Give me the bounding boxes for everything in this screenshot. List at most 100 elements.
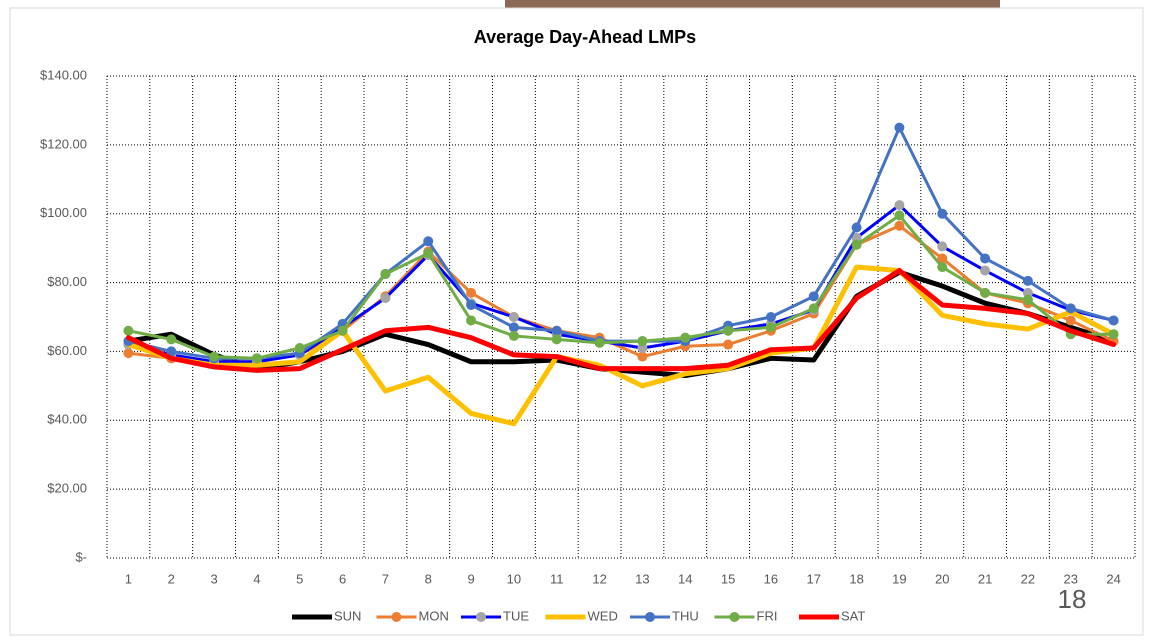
series-marker <box>337 325 348 336</box>
legend-label: WED <box>588 608 618 623</box>
series-marker <box>894 210 905 221</box>
series-marker <box>637 342 648 353</box>
series-marker <box>466 299 477 310</box>
x-tick-label: 4 <box>253 571 260 586</box>
legend-marker <box>729 612 740 622</box>
legend-marker <box>476 612 486 622</box>
x-tick-label: 20 <box>935 571 949 586</box>
series-marker <box>980 253 991 264</box>
legend-label: MON <box>419 608 449 623</box>
series-marker <box>680 332 691 343</box>
x-tick-label: 15 <box>721 571 735 586</box>
y-tick-label: $100.00 <box>40 205 87 220</box>
legend-label: FRI <box>757 608 778 623</box>
photo-strip <box>505 0 1000 9</box>
x-tick-label: 11 <box>550 571 564 586</box>
y-tick-label: $120.00 <box>40 136 87 151</box>
series-marker <box>423 248 434 259</box>
series-marker <box>1022 287 1033 298</box>
series-marker <box>123 348 134 359</box>
series-marker <box>937 241 948 252</box>
series-marker <box>980 265 991 276</box>
y-tick-label: $20.00 <box>47 481 87 496</box>
x-tick-label: 3 <box>210 571 217 586</box>
x-tick-label: 14 <box>678 571 692 586</box>
chart-frame <box>9 7 1144 636</box>
y-tick-label: $- <box>75 549 87 564</box>
series-marker <box>166 346 177 357</box>
series-marker <box>851 232 862 243</box>
x-tick-label: 9 <box>467 571 474 586</box>
x-tick-label: 2 <box>168 571 175 586</box>
series-marker <box>166 334 177 345</box>
series-marker <box>1108 315 1119 326</box>
series-marker <box>1022 294 1033 305</box>
series-marker <box>808 303 819 314</box>
series-marker <box>209 351 220 362</box>
chart-title: Average Day-Ahead LMPs <box>474 27 696 47</box>
series-line <box>125 268 1117 373</box>
y-tick-label: $40.00 <box>47 412 87 427</box>
y-tick-label: $60.00 <box>47 343 87 358</box>
series-marker <box>723 325 734 336</box>
x-tick-label: 10 <box>507 571 521 586</box>
series-marker <box>551 325 562 336</box>
series-marker <box>1065 303 1076 314</box>
series-marker <box>723 339 734 350</box>
series-marker <box>851 222 862 233</box>
series-marker <box>508 330 519 341</box>
x-tick-label: 5 <box>296 571 303 586</box>
x-tick-label: 19 <box>892 571 906 586</box>
series-marker <box>251 353 262 364</box>
series-marker <box>508 322 519 333</box>
x-tick-label: 6 <box>339 571 346 586</box>
legend-label: THU <box>672 608 699 623</box>
x-tick-label: 23 <box>1064 571 1078 586</box>
series-marker <box>423 236 434 247</box>
series-marker <box>937 253 948 264</box>
legend-label: SUN <box>334 608 361 623</box>
series-marker <box>551 334 562 345</box>
y-tick-label: $80.00 <box>47 274 87 289</box>
series-line <box>125 264 1117 427</box>
series-marker <box>937 262 948 273</box>
series-marker <box>123 325 134 336</box>
series-marker <box>637 351 648 362</box>
series-marker <box>894 122 905 133</box>
series-marker <box>765 312 776 322</box>
series-marker <box>466 287 477 298</box>
series-line <box>126 213 1116 360</box>
series-marker <box>851 239 862 250</box>
x-tick-label: 17 <box>807 571 821 586</box>
series-marker <box>894 220 905 231</box>
series-marker <box>380 268 391 279</box>
series-marker <box>466 315 477 326</box>
legend-marker <box>645 612 655 622</box>
x-tick-label: 1 <box>125 571 132 586</box>
legend-label: SAT <box>841 608 865 623</box>
legend-marker <box>391 612 402 622</box>
series-marker <box>765 322 776 333</box>
x-tick-label: 13 <box>635 571 649 586</box>
series-marker <box>508 312 519 322</box>
x-tick-label: 12 <box>592 571 606 586</box>
series-marker <box>980 287 991 298</box>
x-tick-label: 18 <box>849 571 863 586</box>
x-tick-label: 8 <box>425 571 432 586</box>
x-tick-label: 21 <box>978 571 992 586</box>
series-marker <box>808 291 819 302</box>
series-marker <box>637 336 648 347</box>
x-tick-label: 22 <box>1021 571 1035 586</box>
series-line <box>126 203 1116 364</box>
x-tick-label: 7 <box>382 571 389 586</box>
series-marker <box>1022 275 1033 286</box>
legend-label: TUE <box>503 608 529 623</box>
y-tick-label: $140.00 <box>40 67 87 82</box>
series-marker <box>294 342 305 353</box>
x-tick-label: 24 <box>1106 571 1120 586</box>
x-tick-label: 16 <box>764 571 778 586</box>
page-number: 18 <box>1058 584 1087 614</box>
series-marker <box>1108 329 1119 340</box>
series-marker <box>594 337 605 348</box>
